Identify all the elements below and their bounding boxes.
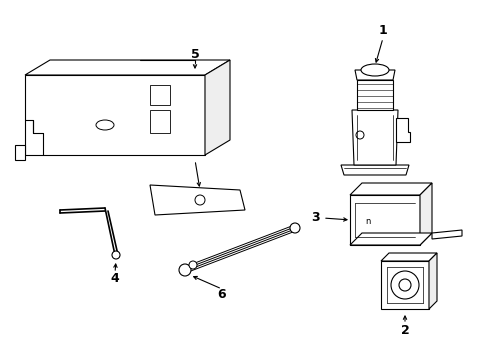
Polygon shape xyxy=(25,75,204,155)
Text: 5: 5 xyxy=(190,49,199,62)
Polygon shape xyxy=(380,253,436,261)
Circle shape xyxy=(179,264,191,276)
Polygon shape xyxy=(428,253,436,309)
Polygon shape xyxy=(349,233,431,245)
Polygon shape xyxy=(354,70,394,80)
Text: 3: 3 xyxy=(310,211,319,225)
Polygon shape xyxy=(356,80,392,110)
Circle shape xyxy=(112,251,120,259)
Polygon shape xyxy=(431,230,461,239)
Polygon shape xyxy=(349,195,419,245)
Circle shape xyxy=(189,261,197,269)
Polygon shape xyxy=(349,183,431,195)
Text: n: n xyxy=(365,217,370,226)
Polygon shape xyxy=(395,118,409,142)
Text: 1: 1 xyxy=(378,23,386,36)
Circle shape xyxy=(289,223,299,233)
Text: 4: 4 xyxy=(110,271,119,284)
Ellipse shape xyxy=(360,64,388,76)
Text: 2: 2 xyxy=(400,324,408,337)
Polygon shape xyxy=(351,110,397,165)
Polygon shape xyxy=(15,145,25,160)
Polygon shape xyxy=(380,261,428,309)
Polygon shape xyxy=(150,110,170,133)
Polygon shape xyxy=(150,185,244,215)
Polygon shape xyxy=(25,60,229,75)
Polygon shape xyxy=(419,183,431,245)
Polygon shape xyxy=(340,165,408,175)
Polygon shape xyxy=(150,85,170,105)
Polygon shape xyxy=(204,60,229,155)
Text: 6: 6 xyxy=(217,288,226,301)
